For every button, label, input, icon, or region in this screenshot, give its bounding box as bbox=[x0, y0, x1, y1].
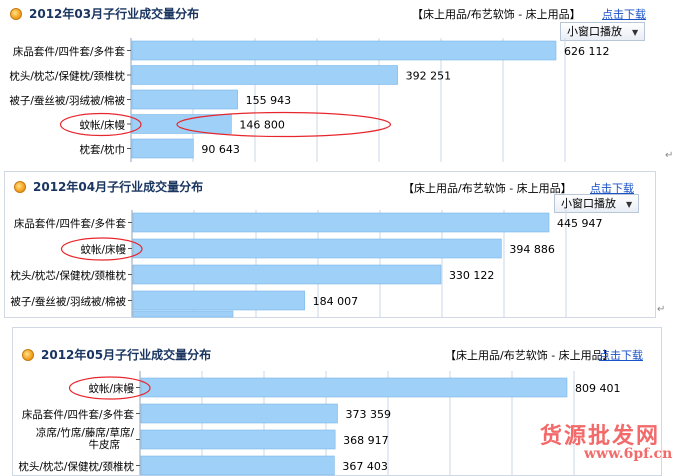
orange-bullet-icon bbox=[22, 349, 34, 361]
category-label-0: 床品套件/四件套/多件套 bbox=[14, 217, 127, 230]
bar-0[interactable] bbox=[140, 377, 568, 398]
panel-header: 2012年03月子行业成交量分布 【床上用品/布艺软饰 - 床上用品】 点击下载 bbox=[0, 0, 662, 26]
orange-bullet-icon bbox=[14, 181, 26, 193]
value-label-0: 809 401 bbox=[575, 382, 621, 395]
highlight-ellipse-label bbox=[68, 376, 151, 400]
highlight-ellipse-label bbox=[59, 112, 142, 137]
bar-0[interactable] bbox=[132, 212, 550, 233]
value-label-1: 394 886 bbox=[509, 243, 554, 256]
category-label-3: 被子/蚕丝被/羽绒被/棉被 bbox=[10, 295, 126, 308]
watermark-url: www.6pf.cn bbox=[584, 446, 673, 462]
value-label-2: 330 122 bbox=[449, 269, 495, 282]
value-label-0: 626 112 bbox=[564, 45, 610, 58]
chart-panel-may: 2012年05月子行业成交量分布 【床上用品/布艺软饰 - 床上用品】 点击下载… bbox=[12, 327, 662, 476]
mini-window-label: 小窗口播放 bbox=[561, 197, 616, 210]
download-link[interactable]: 点击下载 bbox=[599, 349, 643, 362]
breadcrumb: 【床上用品/布艺软饰 - 床上用品】 bbox=[412, 8, 581, 21]
watermark-title: 货源批发网 bbox=[540, 423, 661, 449]
paragraph-mark-icon: ↵ bbox=[665, 150, 674, 161]
value-label-2: 368 917 bbox=[343, 434, 389, 447]
panel-header: 2012年04月子行业成交量分布 【床上用品/布艺软饰 - 床上用品】 点击下载 bbox=[5, 172, 655, 198]
caret-down-icon: ▼ bbox=[632, 28, 639, 37]
highlight-ellipse-bar bbox=[176, 111, 392, 138]
panel-header: 2012年05月子行业成交量分布 【床上用品/布艺软饰 - 床上用品】 点击下载 bbox=[13, 328, 661, 362]
value-label-3: 184 007 bbox=[313, 295, 359, 308]
category-label-2: 枕头/枕芯/保健枕/颈椎枕 bbox=[10, 269, 126, 282]
paragraph-mark-icon: ↵ bbox=[657, 304, 666, 315]
bar-chart-march: 626 112 床品套件/四件套/多件套 392 251 枕头/枕芯/保健枕/颈椎枕 1… bbox=[9, 38, 610, 162]
chart-title: 2012年04月子行业成交量分布 bbox=[33, 180, 204, 194]
breadcrumb: 【床上用品/布艺软饰 - 床上用品】 bbox=[445, 349, 614, 362]
breadcrumb: 【床上用品/布艺软饰 - 床上用品】 bbox=[403, 182, 572, 195]
bar-2[interactable] bbox=[132, 264, 442, 285]
mini-window-label: 小窗口播放 bbox=[567, 25, 622, 38]
mini-window-play-button[interactable]: 小窗口播放 ▼ bbox=[560, 22, 646, 41]
download-link[interactable]: 点击下载 bbox=[602, 8, 646, 21]
category-label-0: 蚊帐/床幔 bbox=[88, 382, 134, 395]
chart-panel-april: 2012年04月子行业成交量分布 【床上用品/布艺软饰 - 床上用品】 点击下载… bbox=[4, 171, 656, 318]
bar-1[interactable] bbox=[140, 403, 338, 424]
category-label-3: 枕头/枕芯/保健枕/颈椎枕 bbox=[18, 460, 134, 473]
download-link[interactable]: 点击下载 bbox=[590, 182, 634, 195]
mini-window-play-button[interactable]: 小窗口播放 ▼ bbox=[554, 194, 640, 213]
chart-title: 2012年05月子行业成交量分布 bbox=[41, 348, 212, 362]
bar-2[interactable] bbox=[140, 429, 336, 450]
bar-chart-april: 445 947 床品套件/四件套/多件套 394 886 蚊帐/床幔 330 122 枕头… bbox=[10, 210, 603, 318]
category-label-4: 枕套/枕巾 bbox=[79, 143, 125, 156]
value-label-3: 146 800 bbox=[239, 119, 284, 132]
value-label-1: 373 359 bbox=[346, 408, 392, 421]
chart-panel-march: 2012年03月子行业成交量分布 【床上用品/布艺软饰 - 床上用品】 点击下载… bbox=[0, 0, 662, 165]
value-label-0: 445 947 bbox=[557, 217, 603, 230]
caret-down-icon: ▼ bbox=[626, 200, 633, 209]
category-label-1: 蚊帐/床幔 bbox=[80, 243, 126, 256]
bar-3[interactable] bbox=[132, 290, 305, 311]
bar-cutoff bbox=[132, 310, 234, 318]
value-label-1: 392 251 bbox=[406, 70, 452, 83]
category-label-1: 枕头/枕芯/保健枕/颈椎枕 bbox=[9, 70, 125, 83]
category-label-1: 床品套件/四件套/多件套 bbox=[22, 408, 135, 421]
bar-1[interactable] bbox=[132, 238, 502, 259]
bar-0[interactable] bbox=[131, 40, 557, 61]
value-label-4: 90 643 bbox=[201, 143, 240, 156]
bar-3[interactable] bbox=[140, 455, 335, 476]
bar-4[interactable] bbox=[131, 138, 194, 159]
bar-3[interactable] bbox=[131, 114, 232, 134]
bar-2[interactable] bbox=[131, 89, 238, 110]
value-label-2: 155 943 bbox=[246, 94, 291, 107]
orange-bullet-icon bbox=[10, 8, 22, 20]
category-label-3: 蚊帐/床幔 bbox=[79, 119, 125, 132]
highlight-ellipse-label bbox=[60, 237, 143, 261]
category-label-2: 被子/蚕丝被/羽绒被/棉被 bbox=[9, 94, 125, 107]
bar-1[interactable] bbox=[131, 65, 398, 85]
category-label-2: 凉席/竹席/藤席/草席/牛皮席 bbox=[36, 426, 135, 451]
bar-chart-may: 809 401 蚊帐/床幔 373 359 床品套件/四件套/多件套 368 917 凉席… bbox=[18, 371, 621, 476]
category-label-0: 床品套件/四件套/多件套 bbox=[13, 45, 126, 58]
value-label-3: 367 403 bbox=[342, 460, 388, 473]
chart-title: 2012年03月子行业成交量分布 bbox=[29, 7, 200, 21]
